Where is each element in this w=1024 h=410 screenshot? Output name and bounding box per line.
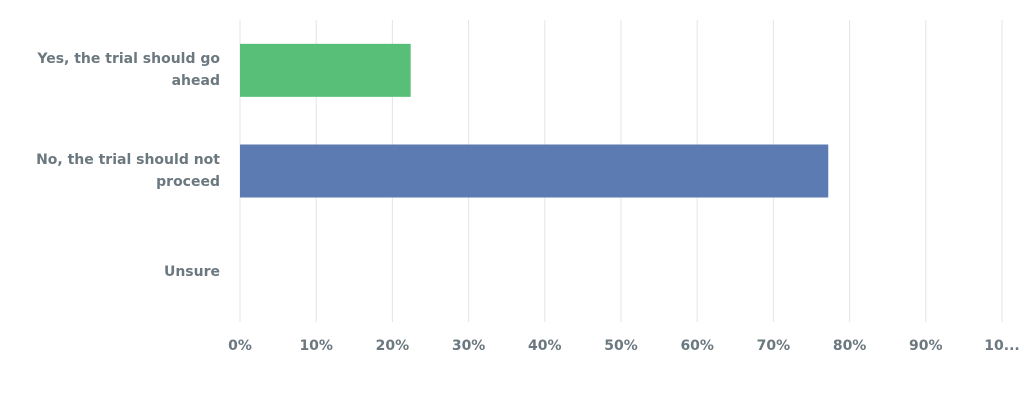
y-tick-label: Unsure (163, 263, 220, 280)
x-tick-label: 10% (299, 338, 333, 354)
x-tick-label: 80% (833, 338, 867, 354)
y-tick-label: No, the trial should not proceed (36, 152, 220, 190)
bar (240, 43, 411, 97)
bar (240, 144, 829, 198)
x-tick-label: 30% (452, 338, 486, 354)
x-tick-label: 50% (604, 338, 638, 354)
x-tick-label: 40% (528, 338, 562, 354)
x-tick-label: 10... (984, 338, 1019, 354)
x-tick-label: 0% (228, 338, 252, 354)
x-tick-label: 90% (909, 338, 943, 354)
x-tick-label: 20% (376, 338, 410, 354)
y-tick-label: Yes, the trial should go ahead (37, 51, 220, 90)
x-tick-label: 60% (680, 338, 714, 354)
x-tick-label: 70% (757, 338, 791, 354)
